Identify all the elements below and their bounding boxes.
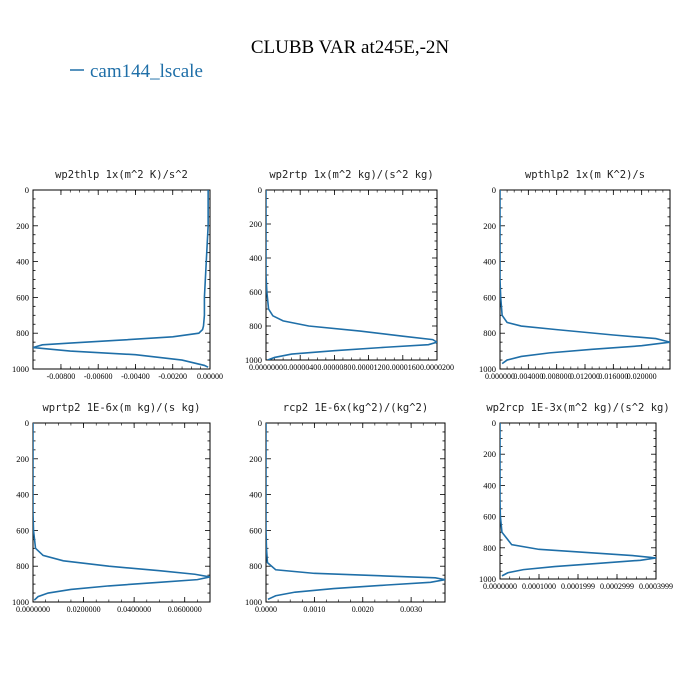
legend-label: cam144_lscale [90,61,203,82]
y-tick-label: 200 [483,449,496,459]
y-tick-label: 200 [16,454,29,464]
y-tick-label: 600 [483,292,496,302]
panel-title: wp2rtp 1x(m^2 kg)/(s^2 kg) [269,169,433,181]
x-tick-label: 0.020000 [627,372,657,381]
y-tick-label: 1000 [245,597,262,607]
x-tick-label: 0.0000 [255,605,277,614]
y-tick-label: 1000 [245,355,262,365]
x-tick-label: 0.0000000 [483,582,517,591]
y-tick-label: 400 [249,490,262,500]
y-tick-label: 800 [249,561,262,571]
x-tick-label: 0.0000000 [16,605,50,614]
y-tick-label: 600 [249,525,262,535]
y-tick-label: 400 [483,257,496,267]
panel-4: wprtp2 1E-6x(m kg)/(s kg) 0 200 400 600 800 10… [12,402,211,614]
panel-2: wp2rtp 1x(m^2 kg)/(s^2 kg) 0 200 400 600 800 1… [245,169,454,372]
x-tick-label: 0.0003999 [639,582,673,591]
x-tick-label: 0.00000 [197,372,223,381]
panel-1: wp2thlp 1x(m^2 K)/s^2 0 200 400 600 800 1000 -0… [12,169,223,381]
y-tick-label: 1000 [12,364,29,374]
y-tick-label: 200 [249,219,262,229]
y-tick-label: 0 [258,418,262,428]
x-tick-label: 0.0002999 [600,582,634,591]
series-line [33,423,210,601]
series-line [266,190,437,360]
x-tick-label: 0.004000 [513,372,543,381]
y-tick-label: 1000 [12,597,29,607]
y-tick-label: 800 [483,543,496,553]
y-tick-label: 800 [249,321,262,331]
panel-title: wpthlp2 1x(m K^2)/s [525,169,645,181]
y-tick-label: 200 [249,454,262,464]
x-tick-label: 0.0000040 [283,363,317,372]
panel-3: wpthlp2 1x(m K^2)/s020040060080010000.00… [479,169,671,381]
x-tick-label: 0.012000 [570,372,600,381]
y-tick-label: 800 [16,561,29,571]
panel-title: rcp2 1E-6x(kg^2)/(kg^2) [283,402,428,414]
panel-5: rcp2 1E-6x(kg^2)/(kg^2) 0 200 400 600 800 1000… [245,402,446,614]
y-tick-label: 400 [16,257,29,267]
x-tick-label: -0.00600 [84,372,113,381]
x-tick-label: 0.0000160 [386,363,420,372]
y-tick-label: 1000 [479,574,496,584]
panel-title: wprtp2 1E-6x(m kg)/(s kg) [42,402,200,414]
figure-title: CLUBB VAR at245E,-2N [251,37,450,58]
y-tick-label: 200 [483,221,496,231]
x-tick-label: 0.0001999 [561,582,595,591]
y-tick-label: 0 [25,418,29,428]
panel-title: wp2rcp 1E-3x(m^2 kg)/(s^2 kg) [486,402,669,414]
y-tick-label: 0 [25,185,29,195]
y-tick-label: 800 [16,328,29,338]
x-tick-label: -0.00800 [47,372,76,381]
x-tick-label: 0.0600000 [168,605,202,614]
y-tick-label: 0 [492,185,496,195]
x-tick-label: 0.0200000 [67,605,101,614]
y-tick-label: 600 [483,512,496,522]
y-tick-label: 600 [249,287,262,297]
x-tick-label: -0.00400 [121,372,150,381]
panel-6: wp2rcp 1E-3x(m^2 kg)/(s^2 kg) 0 200 400 600 8… [479,402,673,591]
y-tick-label: 600 [16,292,29,302]
x-tick-label: 0.0010 [303,605,325,614]
y-tick-label: 1000 [479,364,496,374]
x-tick-label: 0.0000080 [317,363,351,372]
series-line [500,423,656,577]
y-tick-label: 400 [249,253,262,263]
x-tick-label: 0.008000 [542,372,572,381]
x-tick-label: 0.000000 [485,372,515,381]
x-tick-label: 0.0000120 [352,363,386,372]
x-tick-label: 0.016000 [598,372,628,381]
y-tick-label: 400 [483,480,496,490]
x-tick-label: 0.0000200 [420,363,454,372]
x-tick-label: -0.00200 [158,372,187,381]
x-tick-label: 0.0400000 [117,605,151,614]
series-line [500,190,670,365]
y-tick-label: 600 [16,525,29,535]
series-line [33,190,209,368]
x-tick-label: 0.0030 [400,605,422,614]
y-tick-label: 800 [483,328,496,338]
y-tick-label: 400 [16,490,29,500]
y-tick-label: 0 [492,418,496,428]
y-tick-label: 0 [258,185,262,195]
x-tick-label: 0.0001000 [522,582,556,591]
panel-title: wp2thlp 1x(m^2 K)/s^2 [55,169,188,181]
x-tick-label: 0.0020 [352,605,374,614]
series-line [266,423,445,601]
x-tick-label: 0.0000000 [249,363,283,372]
y-tick-label: 200 [16,221,29,231]
panels-group: wp2thlp 1x(m^2 K)/s^2 0 200 400 600 800 1000 -0… [12,169,673,614]
